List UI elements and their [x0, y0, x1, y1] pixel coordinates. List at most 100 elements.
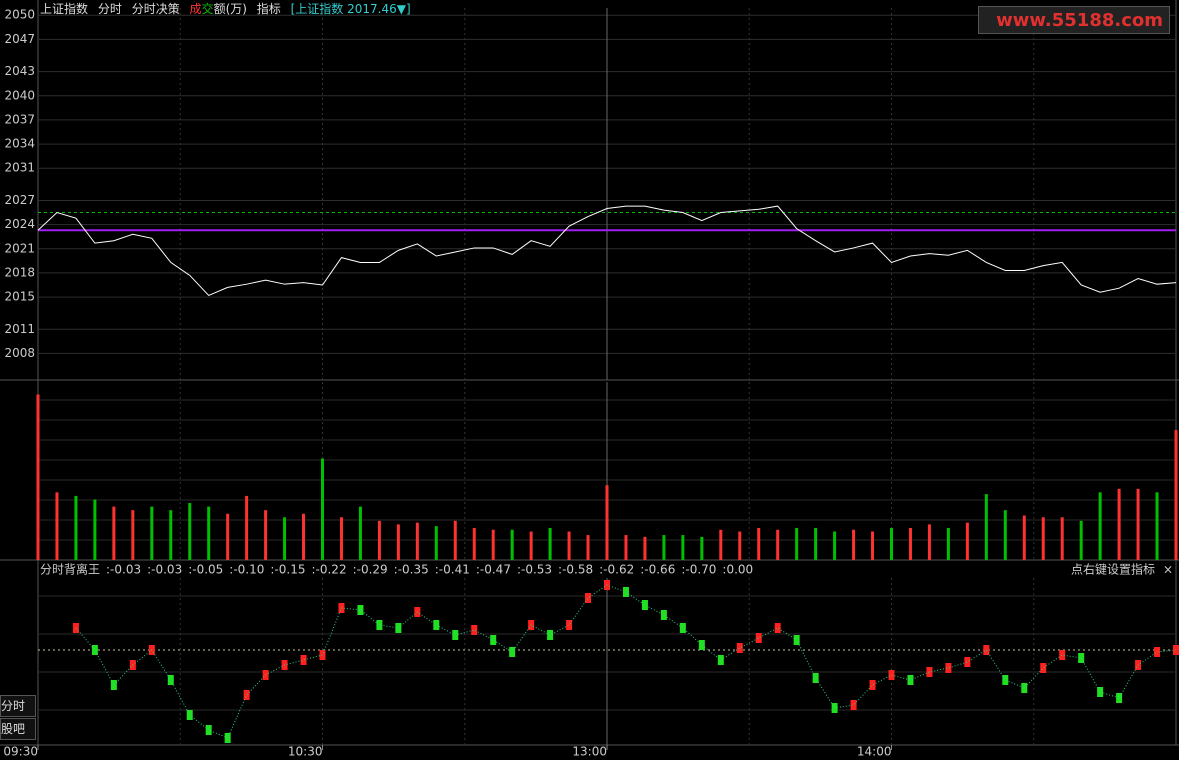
- volume-bar: [74, 495, 78, 560]
- indicator-value: :-0.66: [640, 563, 675, 577]
- volume-bar: [965, 522, 969, 560]
- tab[interactable]: 分时: [97, 2, 122, 16]
- close-button: ×: [1163, 563, 1173, 577]
- volume-bar: [415, 522, 419, 560]
- indicator-block: [641, 600, 648, 610]
- volume-bar: [814, 527, 818, 560]
- volume-label: 额(万): [213, 2, 247, 16]
- indicator-note: 点右键设置指标: [1071, 562, 1155, 577]
- volume-bar: [245, 495, 249, 560]
- indicator-block: [660, 610, 667, 620]
- indicator-line: [75, 584, 1177, 739]
- indicator-block: [1002, 675, 1009, 685]
- volume-bar: [1098, 492, 1102, 560]
- indicator-value: :-0.03: [106, 563, 141, 577]
- indicator-block: [433, 620, 440, 630]
- volume-bar: [700, 536, 704, 560]
- logo[interactable]: www.55188.com: [978, 6, 1170, 34]
- volume-bar: [188, 503, 192, 560]
- volume-bar: [112, 506, 116, 560]
- volume-bar: [890, 527, 893, 560]
- volume-bar: [339, 517, 343, 560]
- volume-bar: [719, 529, 723, 560]
- indicator-value: :-0.29: [353, 563, 388, 577]
- volume-bar: [131, 510, 135, 560]
- volume-bar: [871, 531, 875, 560]
- volume-bar: [453, 520, 457, 560]
- volume-bar: [377, 520, 381, 560]
- y-tick-label: 2024: [4, 217, 35, 231]
- indicator-block: [1078, 653, 1085, 663]
- volume-bar: [605, 485, 609, 560]
- volume-bar: [1022, 515, 1026, 560]
- volume-label: 成: [189, 2, 202, 16]
- volume-bar: [662, 535, 666, 560]
- indicator-block: [205, 725, 212, 735]
- indicator-block: [774, 623, 781, 633]
- indicator-block: [490, 635, 497, 645]
- indicator-block: [907, 675, 914, 685]
- volume-bar: [1060, 517, 1064, 560]
- volume-bar: [567, 531, 571, 560]
- indicator-block: [91, 645, 98, 655]
- y-tick-label: 2043: [4, 64, 35, 78]
- indicator-value: :-0.47: [476, 563, 511, 577]
- y-tick-label: 2047: [4, 32, 35, 46]
- volume-bar: [396, 524, 400, 560]
- tab[interactable]: 分时决策: [131, 2, 180, 16]
- volume-bar: [491, 529, 495, 560]
- volume-bar: [1174, 430, 1178, 560]
- volume-bar: [358, 506, 362, 560]
- volume-bar: [226, 513, 230, 560]
- indicator-block: [926, 667, 933, 677]
- indicator-block: [566, 620, 573, 630]
- indicator-block: [376, 620, 383, 630]
- volume-label: 交: [201, 2, 214, 16]
- side-tab[interactable]: 分时: [0, 695, 36, 717]
- indicator-block: [547, 630, 554, 640]
- y-tick-label: 2040: [4, 88, 35, 102]
- volume-bar: [757, 527, 761, 560]
- y-tick-label: 2034: [4, 137, 35, 151]
- indicator-value: :-0.05: [188, 563, 223, 577]
- indicator-value: :-0.58: [558, 563, 593, 577]
- indicator-value: :-0.62: [599, 563, 634, 577]
- volume-bar: [908, 527, 912, 560]
- indicator-value: :-0.41: [435, 563, 470, 577]
- volume-bar: [643, 536, 647, 560]
- indicator-block: [1116, 693, 1123, 703]
- volume-bar: [776, 529, 780, 560]
- indicator-value: :-0.15: [270, 563, 305, 577]
- y-tick-label: 2018: [4, 265, 35, 279]
- volume-bar: [1003, 510, 1007, 560]
- indicator-block: [1097, 687, 1104, 697]
- volume-bar: [150, 506, 154, 560]
- volume-bar: [302, 513, 306, 560]
- indicator-block: [471, 625, 478, 635]
- volume-bar: [946, 527, 950, 560]
- volume-bar: [321, 458, 324, 560]
- volume-bar: [169, 510, 173, 560]
- volume-bar: [548, 527, 552, 560]
- volume-bar: [795, 527, 799, 560]
- indicator-block: [945, 663, 952, 673]
- quote: [上证指数 2017.46▼]: [290, 2, 411, 16]
- indicator-block: [869, 680, 876, 690]
- x-tick-label: 10:30: [288, 745, 323, 759]
- side-tab[interactable]: 股吧: [0, 718, 36, 740]
- y-tick-label: 2021: [4, 241, 35, 255]
- indicator-block: [1059, 650, 1066, 660]
- volume-bar: [55, 492, 59, 560]
- volume-bar: [207, 506, 211, 560]
- indicator-block: [1021, 683, 1028, 693]
- indicator-block: [812, 673, 819, 683]
- volume-bar: [93, 499, 97, 560]
- volume-bar: [529, 531, 533, 560]
- volume-bar: [852, 529, 856, 560]
- price-line: [37, 205, 1177, 297]
- indicator-value: :-0.35: [394, 563, 429, 577]
- indicator-button[interactable]: 指标: [256, 2, 281, 16]
- x-tick-label: 09:30: [3, 745, 38, 759]
